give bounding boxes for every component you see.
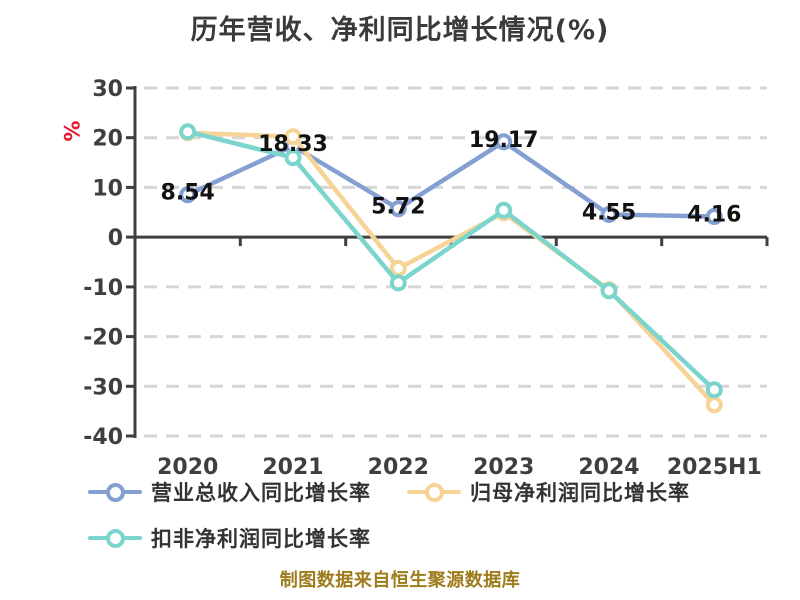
data-label: 8.54 [161, 181, 215, 206]
y-axis-label: -10 [83, 276, 123, 301]
legend-row-2: 扣非净利润同比增长率 [88, 523, 748, 553]
data-label: 18.33 [258, 132, 328, 157]
data-point[interactable] [389, 200, 407, 218]
y-axis-unit: % [59, 120, 83, 141]
data-point[interactable] [389, 260, 407, 277]
y-axis-label: -30 [83, 375, 123, 400]
data-label: 19.17 [469, 128, 539, 153]
data-point[interactable] [600, 206, 618, 223]
data-point[interactable] [179, 123, 197, 141]
x-axis-label: 2024 [578, 455, 639, 480]
data-point[interactable] [705, 208, 723, 225]
data-label: 4.16 [687, 203, 741, 228]
x-axis-label: 2023 [473, 455, 534, 480]
data-point[interactable] [179, 186, 197, 204]
legend-label: 扣非净利润同比增长率 [151, 527, 371, 551]
chart-legend: 营业总收入同比增长率 归母净利润同比增长率 扣非净利润同比增长率 [88, 477, 748, 553]
x-axis-label: 2020 [157, 455, 218, 480]
x-axis-label: 2021 [262, 455, 323, 480]
y-axis-label: 20 [92, 127, 123, 152]
data-label: 4.55 [582, 201, 636, 226]
data-point[interactable] [284, 128, 302, 146]
y-axis-label: -20 [83, 326, 123, 351]
x-axis-label: 2022 [368, 455, 429, 480]
data-point[interactable] [495, 201, 513, 219]
data-point[interactable] [284, 149, 302, 167]
y-axis-label: 10 [92, 176, 123, 201]
legend-label: 归母净利润同比增长率 [470, 481, 690, 505]
data-source-note: 制图数据来自恒生聚源数据库 [279, 570, 521, 591]
line-marker-icon [407, 481, 461, 503]
data-label: 5.72 [371, 195, 425, 220]
legend-item-revenue-growth[interactable]: 营业总收入同比增长率 [88, 477, 371, 507]
legend-item-deducted-net-profit-growth[interactable]: 扣非净利润同比增长率 [88, 523, 371, 553]
data-point[interactable] [389, 274, 407, 292]
legend-row-1: 营业总收入同比增长率 归母净利润同比增长率 [88, 477, 748, 507]
data-point[interactable] [705, 396, 723, 414]
data-point[interactable] [705, 381, 723, 399]
chart-title: 历年营收、净利同比增长情况(%) [190, 15, 610, 46]
series-line-2 [185, 129, 717, 393]
y-axis-label: -40 [83, 425, 123, 450]
data-point[interactable] [495, 133, 513, 151]
y-axis-label: 30 [92, 77, 123, 102]
legend-label: 营业总收入同比增长率 [151, 481, 371, 505]
line-marker-icon [88, 527, 142, 549]
legend-item-net-profit-growth[interactable]: 归母净利润同比增长率 [407, 477, 690, 507]
line-marker-icon [88, 481, 142, 503]
x-axis-label: 2025H1 [667, 455, 762, 480]
y-axis-label: 0 [108, 226, 123, 251]
data-point[interactable] [600, 282, 618, 300]
